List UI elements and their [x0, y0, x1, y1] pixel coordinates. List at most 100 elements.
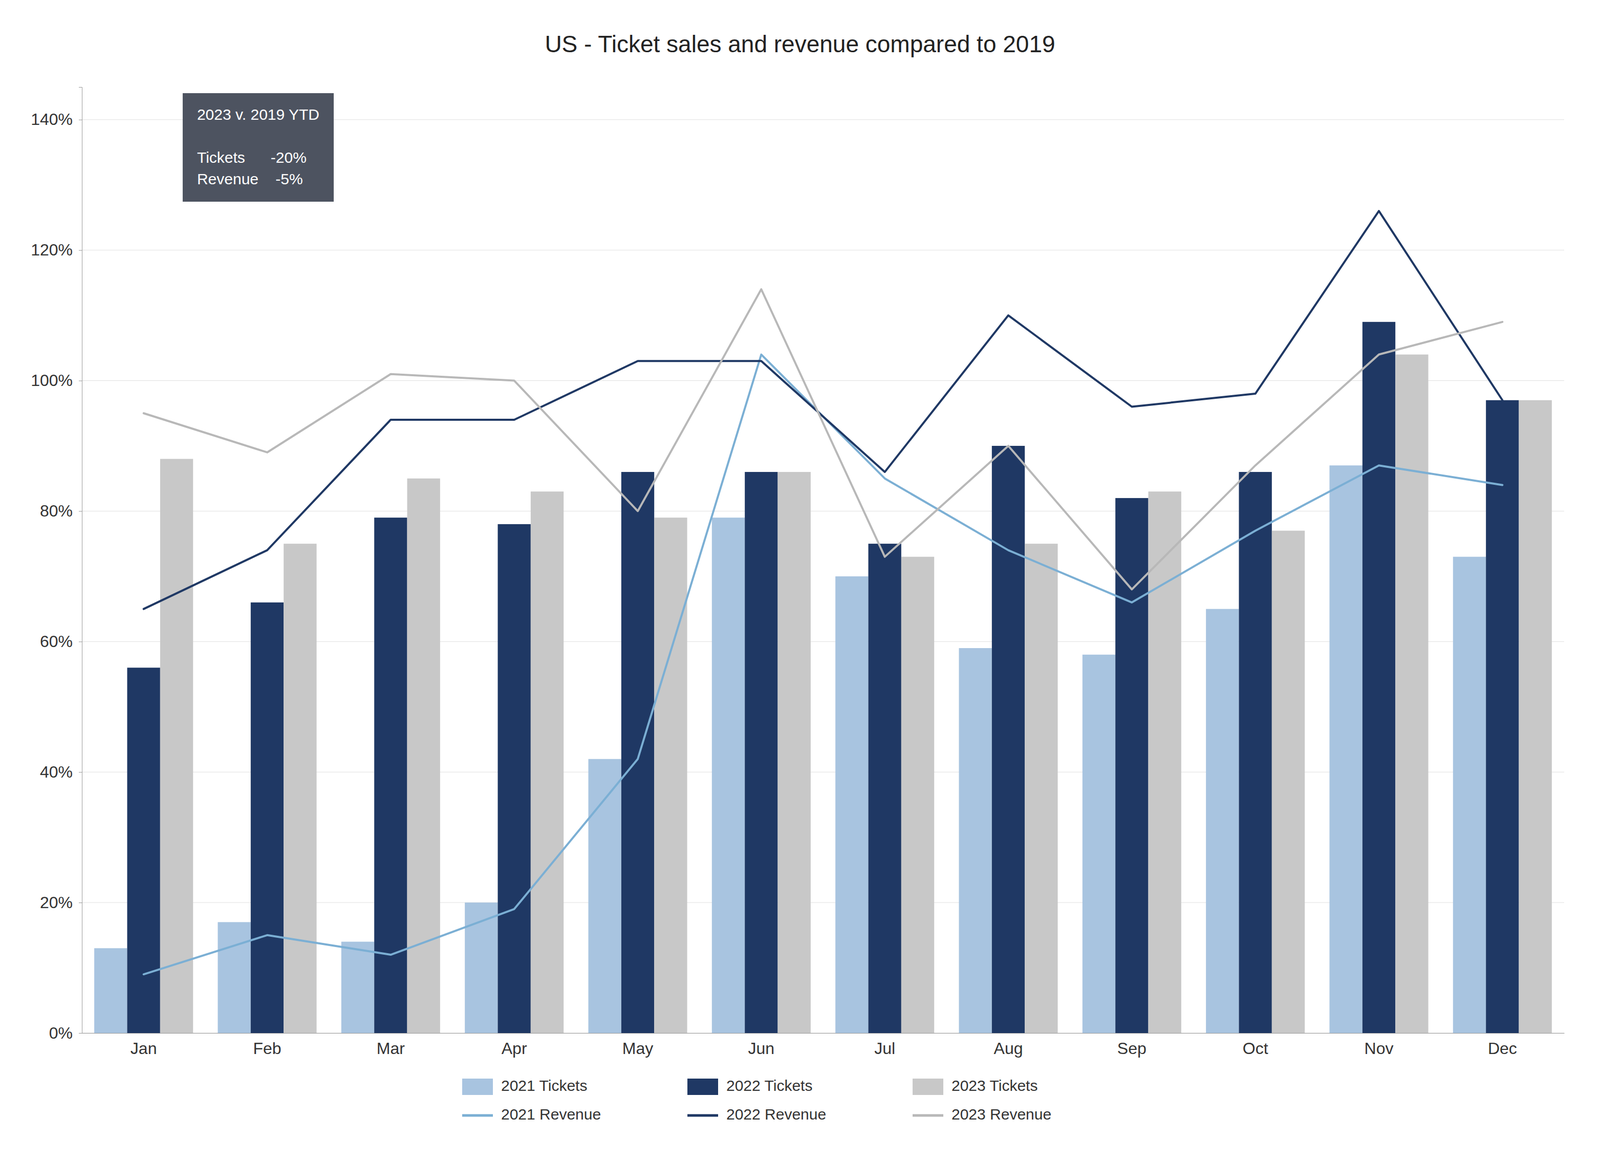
bar: [1271, 530, 1305, 1033]
line: [143, 210, 1503, 609]
x-tick-label: Nov: [1364, 1039, 1394, 1058]
legend-label: 2021 Revenue: [501, 1105, 601, 1123]
bar: [901, 556, 935, 1033]
bar: [341, 941, 375, 1033]
bar: [991, 445, 1025, 1033]
x-tick: Dec: [1487, 1032, 1518, 1058]
bar: [126, 667, 160, 1033]
plot: Jan Feb Mar Apr May Jun Jul Aug Sep Oct Nov Dec 0% 20…: [30, 87, 1565, 1058]
y-tick-label: 100%: [30, 371, 73, 390]
grid-line: [81, 380, 1565, 381]
x-tick-label: Jul: [874, 1039, 896, 1058]
bar: [654, 517, 687, 1033]
x-axis: Jan Feb Mar Apr May Jun Jul Aug Sep Oct Nov Dec: [82, 1032, 1565, 1058]
bar: [94, 947, 127, 1033]
y-tick: 0%: [49, 1023, 82, 1043]
x-tick: Feb: [252, 1032, 281, 1058]
bar-series: [126, 321, 1519, 1033]
bar: [1362, 321, 1396, 1033]
bar: [1329, 465, 1362, 1033]
annotation-text: Tickets -20%: [197, 148, 307, 166]
legend-label: 2023 Revenue: [951, 1105, 1052, 1123]
x-tick-label: Apr: [501, 1039, 528, 1058]
bar: [160, 458, 193, 1033]
y-tick-label: 40%: [39, 762, 73, 782]
x-tick-label: Sep: [1117, 1039, 1147, 1058]
legend-swatch: [462, 1078, 493, 1095]
legend-swatch: [912, 1078, 944, 1095]
legend-swatch: [912, 1114, 944, 1117]
bar: [1519, 400, 1552, 1033]
legend-label: 2023 Tickets: [951, 1076, 1038, 1094]
legend-item: 2023 Revenue: [912, 1105, 1052, 1123]
bar-series: [94, 465, 1486, 1033]
bar: [1485, 400, 1519, 1033]
bar: [777, 471, 811, 1033]
y-tick: 80%: [39, 501, 82, 521]
x-tick: Jan: [130, 1032, 158, 1058]
y-tick: 60%: [39, 632, 82, 651]
x-tick: Jul: [874, 1032, 896, 1058]
y-tick: 40%: [39, 762, 82, 782]
x-tick: Aug: [993, 1032, 1024, 1058]
x-tick: May: [622, 1032, 654, 1058]
x-tick-label: Jan: [130, 1039, 158, 1058]
y-tick-label: 60%: [39, 632, 73, 651]
y-tick-mark: [78, 510, 82, 512]
x-tick-label: Dec: [1487, 1039, 1518, 1058]
y-tick-label: 20%: [39, 893, 73, 912]
bar: [1205, 609, 1239, 1033]
bar: [1024, 543, 1058, 1033]
legend-label: 2022 Tickets: [726, 1076, 813, 1094]
annotation-text: 2023 v. 2019 YTD: [197, 105, 320, 123]
y-tick: 140%: [30, 110, 82, 129]
legend-item: 2021 Revenue: [462, 1105, 601, 1123]
legend: 2021 Tickets 2022 Tickets 2023 Tickets 2021…: [462, 1076, 1052, 1123]
legend-swatch: [687, 1114, 719, 1117]
legend-item: 2023 Tickets: [912, 1076, 1038, 1095]
x-tick-label: Aug: [993, 1039, 1024, 1058]
legend-label: 2021 Tickets: [501, 1076, 588, 1094]
x-tick-label: Jun: [748, 1039, 775, 1058]
legend-item: 2021 Tickets: [462, 1076, 588, 1095]
y-tick-mark: [78, 771, 82, 773]
x-tick-label: Mar: [376, 1039, 405, 1058]
x-tick-label: Feb: [252, 1039, 281, 1058]
x-tick-label: Oct: [1242, 1039, 1269, 1058]
title: US - Ticket sales and revenue compared t…: [544, 30, 1055, 58]
annotation: 2023 v. 2019 YTDTickets -20%Revenue -5%: [182, 93, 334, 202]
x-axis-line: [82, 1032, 1565, 1034]
y-tick-label: 0%: [49, 1023, 73, 1043]
bar-series: [160, 354, 1552, 1033]
x-tick: Oct: [1242, 1032, 1269, 1058]
y-tick: 120%: [30, 240, 82, 259]
x-tick: Apr: [501, 1032, 528, 1058]
x-tick: Mar: [376, 1032, 405, 1058]
y-tick-label: 120%: [30, 240, 73, 259]
grid-line: [81, 249, 1565, 251]
line: [143, 354, 1503, 975]
y-tick-mark: [78, 250, 82, 251]
bar: [217, 921, 251, 1033]
bar: [1082, 654, 1116, 1033]
bar: [711, 517, 745, 1033]
y-tick-mark: [78, 641, 82, 642]
y-tick-mark: [78, 902, 82, 903]
legend-item: 2022 Revenue: [687, 1105, 827, 1123]
bar: [1148, 491, 1182, 1033]
line: [143, 289, 1503, 590]
bar: [250, 602, 284, 1033]
bar: [1453, 556, 1486, 1033]
y-tick-label: 80%: [39, 501, 73, 521]
y-tick-mark: [78, 119, 82, 121]
legend-label: 2022 Revenue: [726, 1105, 827, 1123]
chart: US - Ticket sales and revenue compared t…: [0, 0, 1600, 1161]
y-axis: 0% 20% 40% 60% 80% 100% 120% 140%: [30, 87, 82, 1043]
bar: [621, 471, 655, 1033]
bar: [530, 491, 564, 1033]
legend-swatch: [462, 1114, 493, 1117]
bar: [868, 543, 901, 1033]
legend-swatch: [687, 1078, 719, 1095]
bar: [744, 471, 778, 1033]
x-tick: Sep: [1117, 1032, 1147, 1058]
